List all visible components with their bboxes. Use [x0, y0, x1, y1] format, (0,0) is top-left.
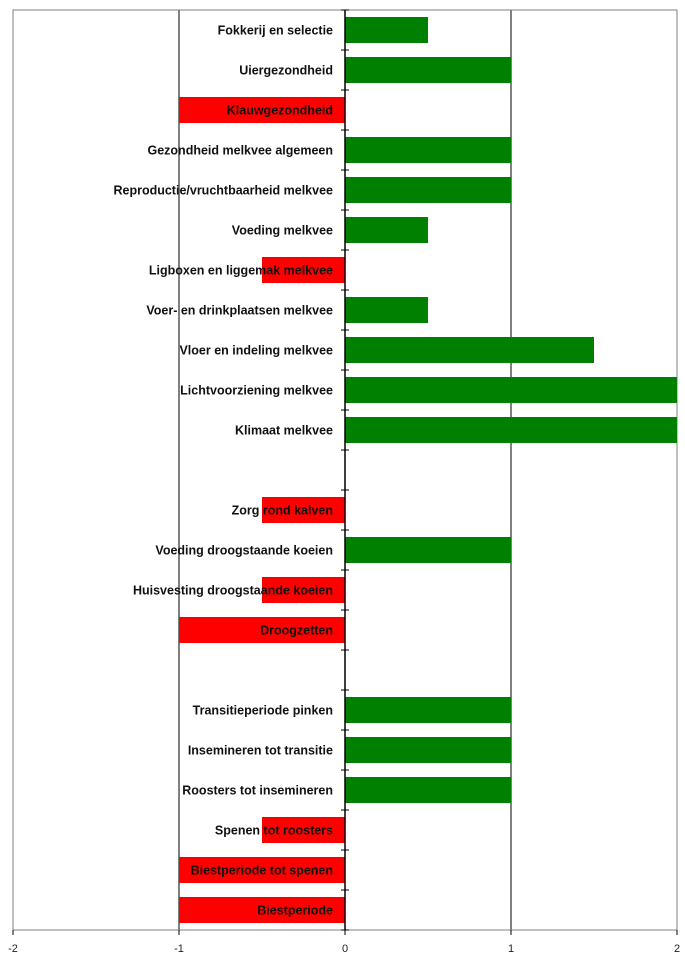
category-label: Ligboxen en liggemak melkvee	[149, 264, 333, 278]
category-label: Vloer en indeling melkvee	[179, 344, 333, 358]
category-label: Klimaat melkvee	[235, 424, 333, 438]
bar	[179, 897, 345, 923]
x-tick-label: -1	[174, 943, 184, 955]
category-label: Fokkerij en selectie	[218, 24, 333, 38]
x-tick-label: 1	[508, 943, 514, 955]
gridlines	[178, 10, 512, 930]
category-label: Huisvesting droogstaande koeien	[133, 584, 333, 598]
bars	[179, 17, 677, 923]
bar	[345, 137, 511, 163]
bar	[179, 857, 345, 883]
bar	[345, 697, 511, 723]
bar	[179, 97, 345, 123]
category-labels: Fokkerij en selectie Uiergezondheid Klauwg…	[113, 24, 333, 918]
category-label: Spenen tot roosters	[215, 824, 333, 838]
bar	[179, 617, 345, 643]
category-label: Droogzetten	[260, 624, 333, 638]
bar	[345, 57, 511, 83]
category-label: Uiergezondheid	[239, 64, 333, 78]
category-label: Reproductie/vruchtbaarheid melkvee	[113, 184, 333, 198]
category-label: Biestperiode	[257, 904, 333, 918]
category-label: Biestperiode tot spenen	[191, 864, 333, 878]
x-tick-label: 0	[342, 943, 348, 955]
bar	[262, 577, 345, 603]
category-label: Gezondheid melkvee algemeen	[148, 144, 334, 158]
bar	[345, 177, 511, 203]
x-tick-labels: -2 -1 0 1 2	[8, 930, 680, 955]
category-label: Zorg rond kalven	[232, 504, 333, 518]
x-tick-label: 2	[674, 943, 680, 955]
bar	[262, 497, 345, 523]
category-label: Klauwgezondheid	[227, 104, 333, 118]
bar	[345, 217, 428, 243]
bar	[345, 737, 511, 763]
category-label: Transitieperiode pinken	[193, 704, 333, 718]
category-label: Insemineren tot transitie	[188, 744, 333, 758]
bar	[345, 377, 677, 403]
bar	[262, 257, 345, 283]
bar	[345, 777, 511, 803]
bar	[345, 17, 428, 43]
category-label: Voeding droogstaande koeien	[155, 544, 333, 558]
category-label: Voeding melkvee	[232, 224, 333, 238]
bar	[345, 337, 594, 363]
x-tick-label: -2	[8, 943, 18, 955]
zero-axis	[341, 9, 349, 931]
category-label: Lichtvoorziening melkvee	[180, 384, 333, 398]
bar	[345, 417, 677, 443]
bar	[345, 537, 511, 563]
category-label: Voer- en drinkplaatsen melkvee	[146, 304, 333, 318]
bar	[345, 297, 428, 323]
bar	[262, 817, 345, 843]
category-label: Roosters tot insemineren	[182, 784, 333, 798]
